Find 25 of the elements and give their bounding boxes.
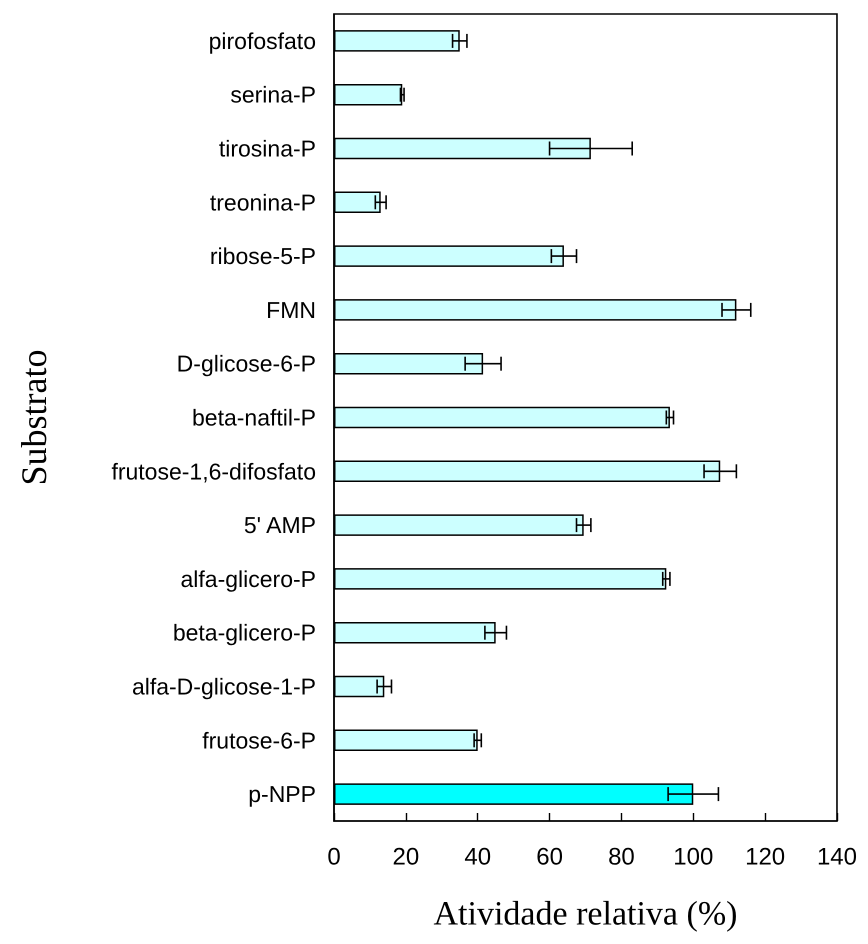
x-tick-label: 80 bbox=[608, 844, 635, 870]
x-tick-label: 0 bbox=[327, 844, 341, 870]
y-tick-label: treonina-P bbox=[210, 189, 316, 216]
y-tick-label: tirosina-P bbox=[218, 136, 316, 162]
y-tick-label: serina-P bbox=[230, 82, 316, 108]
y-tick-label: ribose-5-P bbox=[210, 243, 316, 270]
y-axis-title: Substrato bbox=[14, 349, 54, 486]
y-tick-label: alfa-D-glicose-1-P bbox=[132, 674, 316, 700]
x-tick-label: 20 bbox=[392, 844, 420, 870]
y-tick-label: FMN bbox=[266, 296, 316, 323]
y-tick-label: 5' AMP bbox=[244, 512, 316, 538]
x-tick-label: 120 bbox=[745, 844, 786, 870]
x-tick-label: 40 bbox=[464, 844, 492, 870]
y-tick-label: beta-naftil-P bbox=[192, 404, 316, 430]
x-tick-label: 60 bbox=[536, 844, 563, 870]
y-tick-label: D-glicose-6-P bbox=[176, 350, 316, 377]
x-axis-title: Atividade relativa (%) bbox=[433, 896, 738, 932]
y-tick-label: alfa-glicero-P bbox=[180, 566, 316, 592]
x-tick-label: 140 bbox=[816, 844, 857, 870]
y-tick-label: pirofosfato bbox=[208, 28, 316, 54]
y-tick-label: p-NPP bbox=[248, 781, 316, 808]
y-tick-label: beta-glicero-P bbox=[172, 620, 316, 646]
x-tick-label: 100 bbox=[673, 844, 714, 870]
y-tick-label: frutose-1,6-difosfato bbox=[111, 458, 316, 484]
y-tick-label: frutose-6-P bbox=[202, 727, 316, 754]
